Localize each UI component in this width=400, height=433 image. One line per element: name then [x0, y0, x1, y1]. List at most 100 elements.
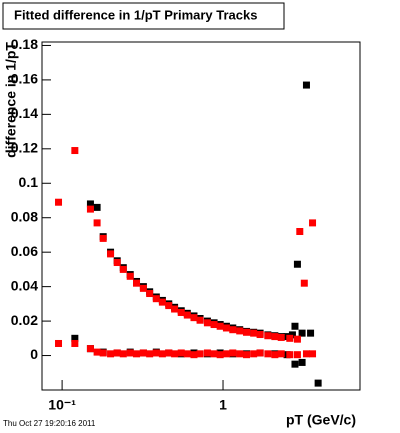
marker — [277, 350, 285, 358]
marker — [216, 351, 224, 359]
marker — [250, 350, 258, 358]
marker — [93, 219, 101, 227]
x-tick-label: 10⁻¹ — [48, 397, 76, 413]
marker — [307, 329, 315, 337]
marker — [286, 351, 294, 359]
marker — [236, 350, 244, 358]
marker — [93, 348, 101, 356]
marker — [277, 333, 285, 341]
y-tick-label: 0.12 — [11, 140, 38, 156]
marker — [293, 260, 301, 268]
marker — [152, 295, 160, 303]
marker — [286, 334, 294, 342]
y-tick-label: 0.1 — [19, 174, 39, 190]
frame — [41, 41, 361, 391]
marker — [107, 250, 115, 258]
marker — [291, 322, 299, 330]
y-tick-label: 0 — [30, 346, 38, 362]
marker — [146, 290, 154, 298]
chart-title: Fitted difference in 1/pT Primary Tracks — [14, 7, 257, 22]
marker — [99, 234, 107, 242]
marker — [229, 349, 237, 357]
marker — [298, 358, 306, 366]
marker — [55, 198, 63, 206]
marker — [119, 350, 127, 358]
marker — [309, 219, 317, 227]
marker — [158, 350, 166, 358]
marker — [210, 350, 218, 358]
marker — [55, 339, 63, 347]
marker — [190, 351, 198, 359]
marker — [243, 328, 251, 336]
timestamp: Thu Oct 27 19:20:16 2011 — [3, 419, 96, 428]
marker — [264, 332, 272, 340]
marker — [86, 345, 94, 353]
y-tick-label: 0.06 — [11, 243, 38, 259]
marker — [152, 349, 160, 357]
y-tick-label: 0.18 — [11, 36, 38, 52]
y-tick-label: 0.08 — [11, 208, 38, 224]
marker — [133, 350, 141, 358]
marker — [171, 305, 179, 313]
marker — [250, 329, 258, 337]
marker — [271, 351, 279, 359]
marker — [271, 333, 279, 341]
marker — [196, 350, 204, 358]
marker — [158, 298, 166, 306]
x-axis-label: pT (GeV/c) — [286, 412, 356, 428]
marker — [139, 349, 147, 357]
marker — [177, 308, 185, 316]
marker — [216, 322, 224, 330]
y-tick-label: 0.04 — [11, 277, 38, 293]
marker — [86, 200, 94, 208]
marker — [171, 350, 179, 358]
marker — [119, 265, 127, 273]
marker — [183, 350, 191, 358]
y-tick-label: 0.16 — [11, 71, 38, 87]
marker — [113, 349, 121, 357]
marker — [256, 331, 264, 339]
marker — [291, 360, 299, 368]
marker — [71, 147, 79, 155]
marker — [107, 350, 115, 358]
marker — [139, 284, 147, 292]
marker — [126, 349, 134, 357]
marker — [243, 351, 251, 359]
marker — [196, 316, 204, 324]
marker — [293, 351, 301, 359]
marker — [165, 349, 173, 357]
marker — [203, 319, 211, 327]
marker — [190, 314, 198, 322]
marker — [203, 349, 211, 357]
marker — [146, 350, 154, 358]
y-axis-label: difference in 1/pT — [3, 42, 19, 158]
marker — [210, 321, 218, 329]
marker — [298, 329, 306, 337]
marker — [229, 326, 237, 334]
marker — [99, 349, 107, 357]
y-tick-label: 0.02 — [11, 312, 38, 328]
marker — [302, 81, 310, 89]
y-tick-label: 0.14 — [11, 105, 38, 121]
marker — [293, 335, 301, 343]
marker — [222, 324, 230, 332]
marker — [133, 279, 141, 287]
marker — [165, 302, 173, 310]
x-tick-label: 1 — [219, 397, 227, 413]
marker — [302, 350, 310, 358]
marker — [126, 272, 134, 280]
marker — [86, 205, 94, 213]
marker — [183, 311, 191, 319]
marker — [296, 228, 304, 236]
marker — [177, 349, 185, 357]
marker — [113, 259, 121, 267]
title-box — [2, 2, 285, 30]
marker — [309, 350, 317, 358]
marker — [264, 350, 272, 358]
marker — [314, 379, 322, 387]
marker — [236, 327, 244, 335]
marker — [300, 279, 308, 287]
marker — [71, 334, 79, 342]
